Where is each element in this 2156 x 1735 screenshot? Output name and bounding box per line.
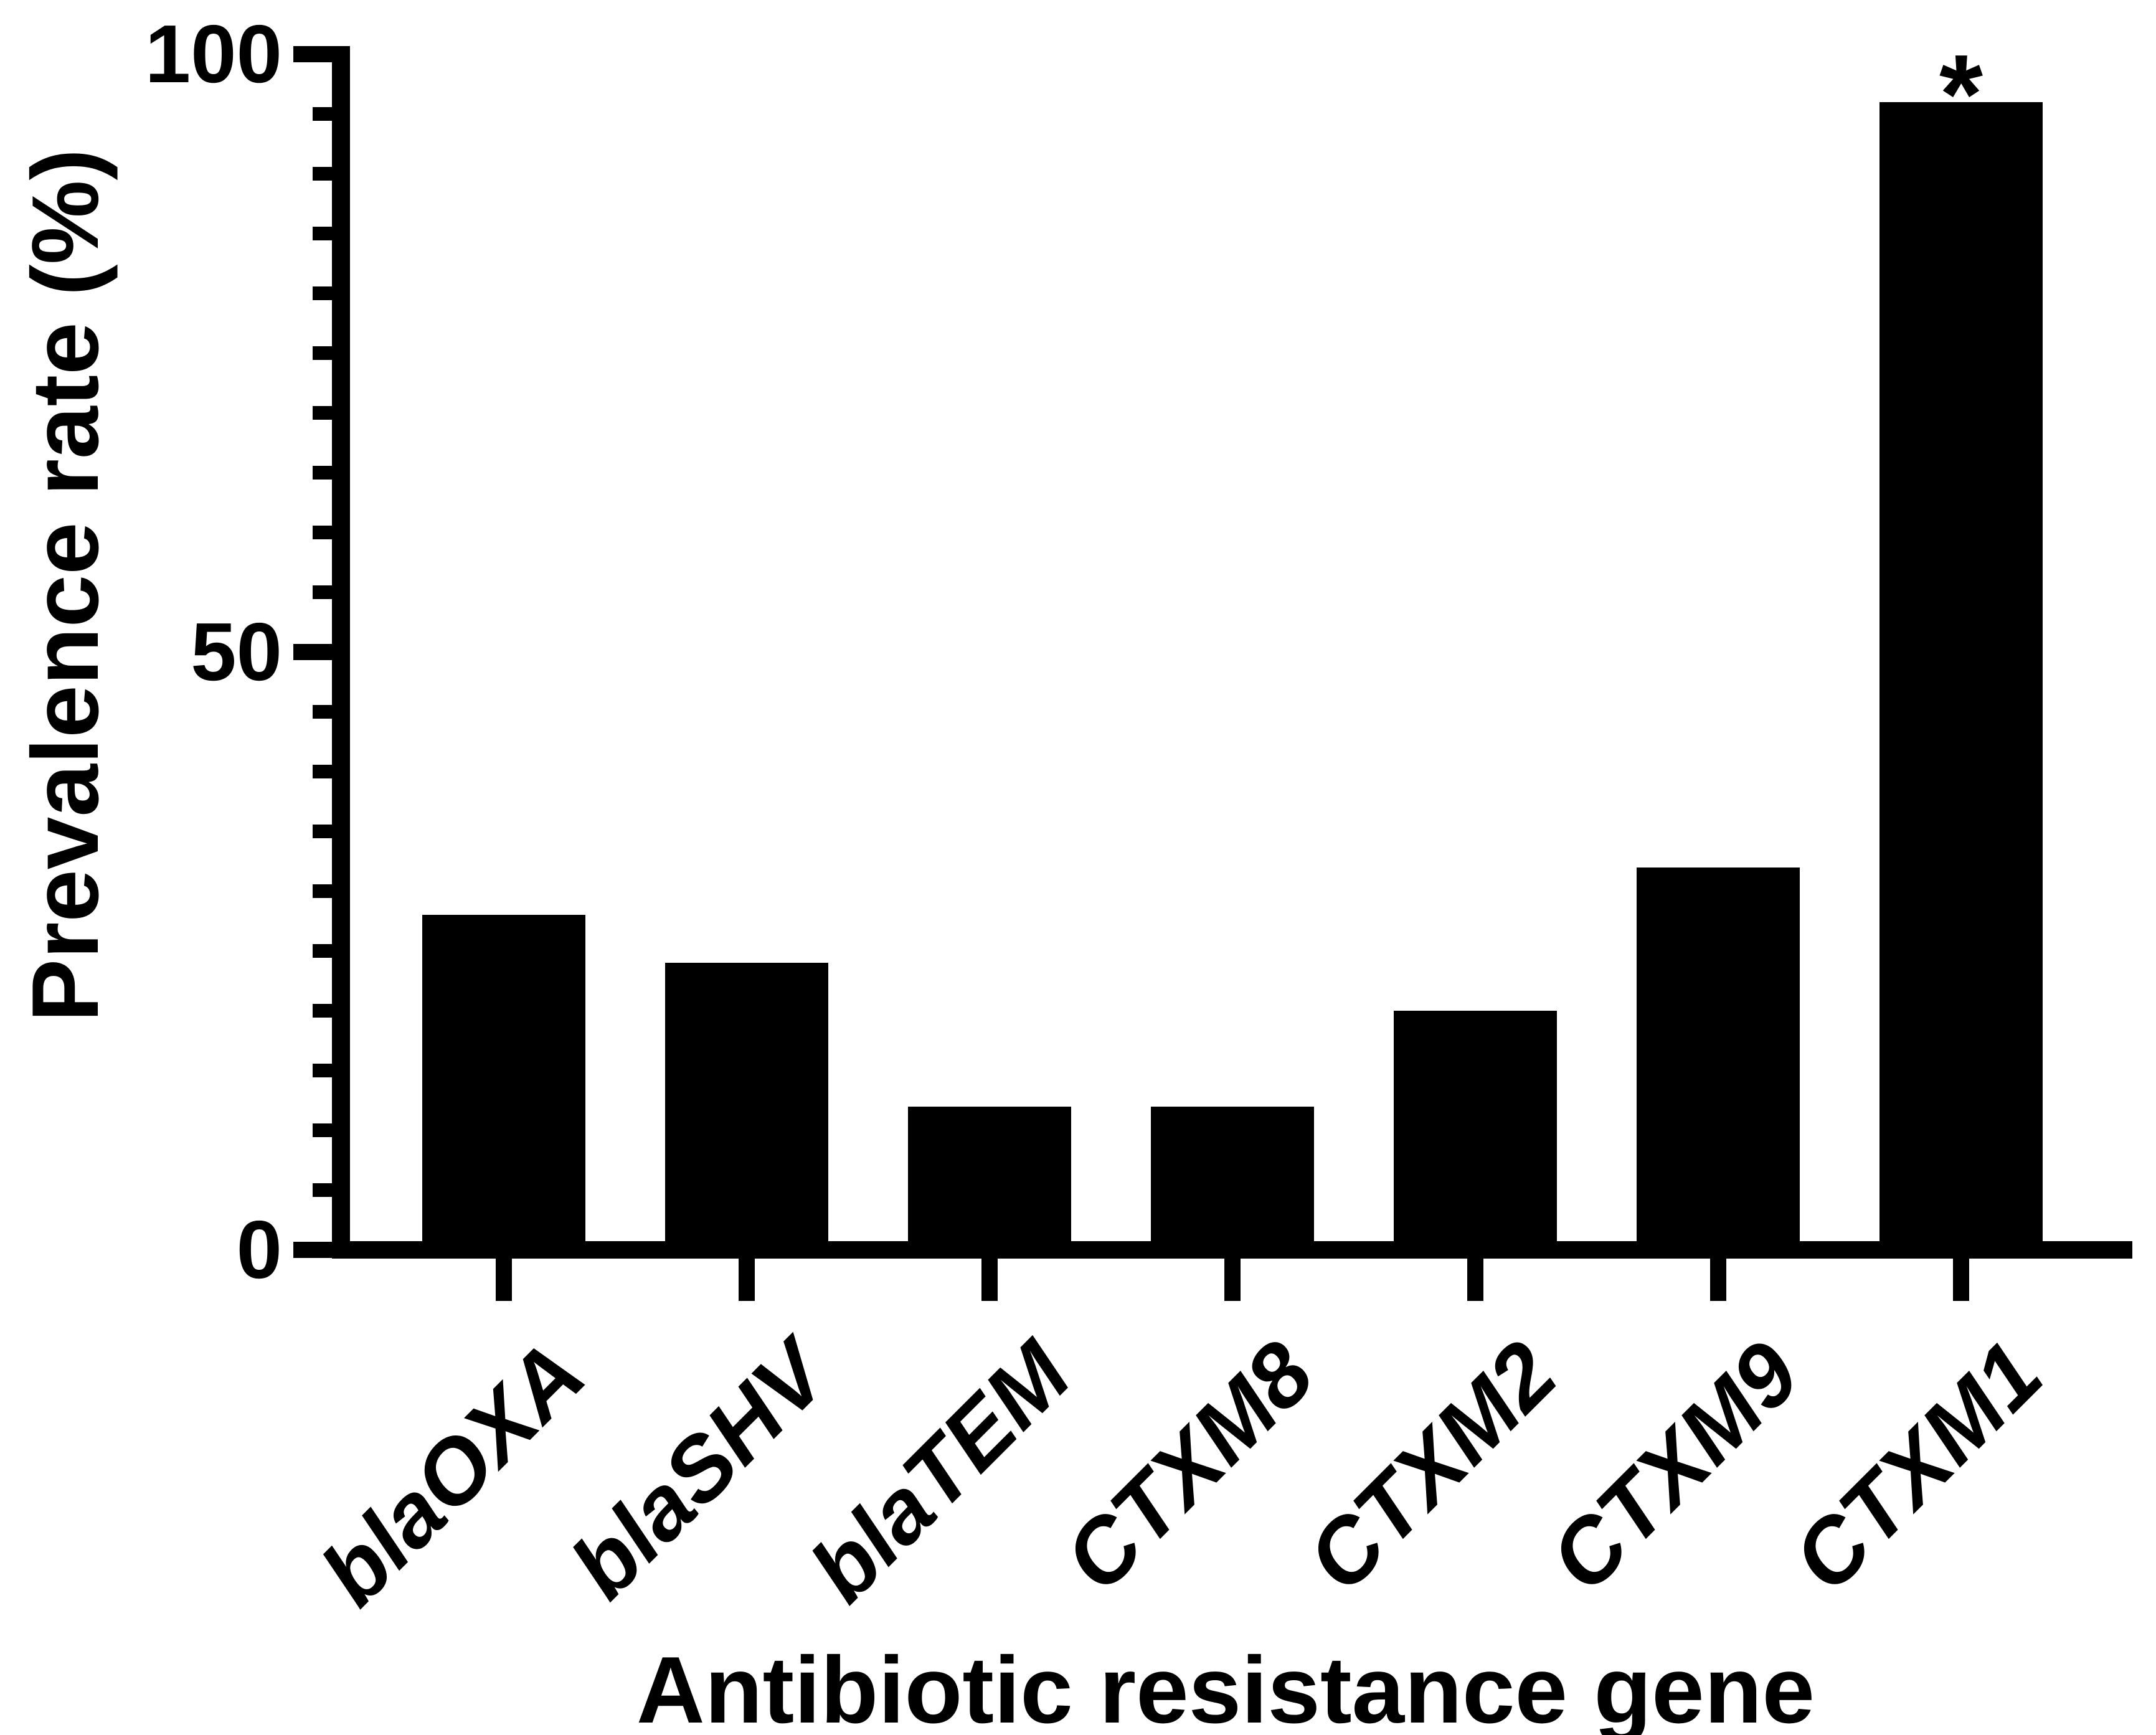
x-tick [739, 1259, 755, 1301]
x-tick [981, 1259, 998, 1301]
x-category-label-blaOXA: blaOXA [301, 1322, 604, 1625]
y-minor-tick [313, 227, 332, 240]
y-minor-tick [313, 1064, 332, 1077]
y-minor-tick [313, 107, 332, 121]
x-category-label-CTXM1: CTXM1 [1773, 1322, 2061, 1610]
x-tick [1710, 1259, 1726, 1301]
bar-CTXM2 [1394, 1011, 1557, 1250]
x-category-label-CTXM2: CTXM2 [1287, 1322, 1576, 1610]
x-category-label-CTXM8: CTXM8 [1044, 1322, 1333, 1610]
y-minor-tick [313, 765, 332, 778]
y-minor-tick [313, 944, 332, 958]
bar-blaTEM [908, 1106, 1071, 1250]
y-minor-tick [313, 585, 332, 599]
x-axis-title: Antibiotic resistance gene [636, 1637, 1815, 1735]
bar-blaOXA [422, 915, 585, 1250]
bar-CTXM8 [1151, 1106, 1314, 1250]
x-tick [1953, 1259, 1969, 1301]
y-minor-tick [313, 526, 332, 539]
y-minor-tick [313, 884, 332, 898]
bar-CTXM9 [1637, 867, 1800, 1250]
y-minor-tick [313, 1004, 332, 1018]
y-tick-label: 0 [236, 1204, 282, 1295]
y-major-tick [293, 46, 332, 62]
y-major-tick [293, 644, 332, 660]
significance-asterisk: * [1939, 32, 1983, 157]
x-tick [1224, 1259, 1241, 1301]
y-minor-tick [313, 466, 332, 480]
x-category-label-CTXM9: CTXM9 [1530, 1322, 1818, 1610]
y-minor-tick [313, 286, 332, 300]
y-minor-tick [313, 1183, 332, 1197]
y-minor-tick [313, 1123, 332, 1137]
y-tick-label: 50 [191, 606, 282, 697]
y-minor-tick [313, 167, 332, 181]
x-category-label-blaTEM: blaTEM [791, 1322, 1090, 1621]
y-tick-label: 100 [144, 8, 282, 100]
x-tick [1467, 1259, 1483, 1301]
y-minor-tick [313, 346, 332, 360]
y-axis-title: Prevalence rate (%) [12, 148, 118, 1023]
y-major-tick [293, 1242, 332, 1258]
x-category-label-blaSHV: blaSHV [551, 1322, 847, 1618]
y-minor-tick [313, 406, 332, 420]
y-axis-line [332, 46, 350, 1259]
x-tick [496, 1259, 512, 1301]
bar-CTXM1 [1879, 102, 2043, 1250]
y-minor-tick [313, 705, 332, 719]
bar-blaSHV [665, 963, 828, 1250]
y-minor-tick [313, 825, 332, 838]
